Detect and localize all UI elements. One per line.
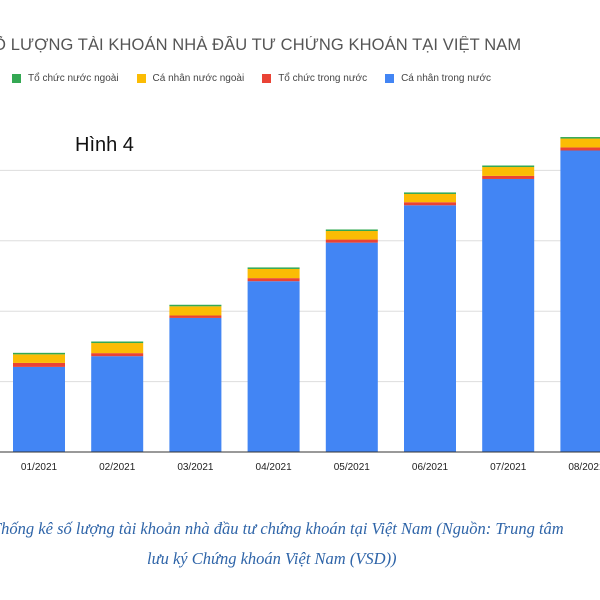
x-tick-label: 02/2021 [99, 462, 136, 473]
bar-to-chuc-trong-nuoc-03-2021 [169, 315, 222, 318]
chart-legend: Tổ chức nước ngoài Cá nhân nước ngoài Tổ c… [12, 73, 600, 91]
bar-ca-nhan-trong-nuoc-06-2021 [404, 205, 456, 452]
bar-ca-nhan-nuoc-ngoai-04-2021 [247, 268, 300, 279]
legend-label: Cá nhân nước ngoài [152, 73, 245, 84]
x-tick-label: 06/2021 [412, 462, 449, 473]
bar-ca-nhan-nuoc-ngoai-03-2021 [169, 306, 222, 316]
legend-label: Tổ chức trong nước [278, 73, 368, 84]
bar-ca-nhan-trong-nuoc-07-2021 [482, 178, 535, 452]
bar-ca-nhan-nuoc-ngoai-01-2021 [13, 354, 65, 363]
x-tick-label: 04/2021 [256, 462, 293, 473]
figure-annotation: Hình 4 [75, 134, 134, 156]
bar-to-chuc-nuoc-ngoai-01-2021 [13, 352, 65, 355]
figure-caption: Thống kê số lượng tài khoản nhà đầu tư c… [0, 514, 600, 574]
bar-ca-nhan-nuoc-ngoai-07-2021 [482, 167, 535, 176]
legend-swatch [262, 74, 272, 83]
bar-ca-nhan-trong-nuoc-04-2021 [247, 281, 300, 452]
bar-to-chuc-nuoc-ngoai-07-2021 [482, 165, 535, 168]
bar-to-chuc-trong-nuoc-02-2021 [91, 353, 144, 357]
legend-item-ca-nhan-trong-nuoc: Cá nhân trong nước [385, 73, 491, 84]
x-tick-label: 03/2021 [177, 462, 214, 473]
x-axis-ticks: 01/2021 02/2021 03/2021 04/2021 05/2021 06/20… [21, 462, 600, 473]
bar-to-chuc-trong-nuoc-06-2021 [404, 202, 456, 206]
bar-to-chuc-nuoc-ngoai-08-2021 [560, 137, 600, 139]
caption-line-2: lưu ký Chứng khoán Việt Nam (VSD)) [147, 549, 397, 568]
chart-title: SỐ LƯỢNG TÀI KHOẢN NHÀ ĐẦU TƯ CHỨNG KHOÁ… [0, 36, 522, 54]
legend-swatch [12, 74, 21, 83]
bar-to-chuc-nuoc-ngoai-03-2021 [169, 304, 222, 307]
x-tick-label: 05/2021 [334, 462, 371, 473]
legend-swatch [136, 74, 146, 83]
legend-label: Cá nhân trong nước [401, 73, 492, 84]
legend-swatch [385, 74, 395, 83]
bar-to-chuc-nuoc-ngoai-05-2021 [325, 229, 378, 232]
bar-to-chuc-trong-nuoc-07-2021 [482, 175, 535, 179]
bar-ca-nhan-nuoc-ngoai-02-2021 [91, 343, 144, 354]
caption-line-1: Thống kê số lượng tài khoản nhà đầu tư c… [0, 519, 564, 538]
bar-ca-nhan-trong-nuoc-08-2021 [560, 150, 600, 453]
bar-ca-nhan-nuoc-ngoai-05-2021 [325, 231, 378, 240]
bar-ca-nhan-nuoc-ngoai-06-2021 [404, 193, 456, 203]
bar-to-chuc-trong-nuoc-01-2021 [13, 362, 65, 367]
bar-to-chuc-trong-nuoc-08-2021 [560, 147, 600, 151]
bar-to-chuc-nuoc-ngoai-06-2021 [404, 192, 456, 194]
bar-to-chuc-nuoc-ngoai-04-2021 [247, 267, 300, 269]
legend-item-to-chuc-nuoc-ngoai: Tổ chức nước ngoài [12, 73, 119, 84]
bar-to-chuc-trong-nuoc-04-2021 [247, 278, 300, 282]
bars [13, 137, 600, 453]
bar-ca-nhan-trong-nuoc-02-2021 [91, 356, 144, 452]
x-tick-label: 01/2021 [21, 462, 58, 473]
bar-ca-nhan-trong-nuoc-01-2021 [13, 366, 65, 452]
x-tick-label: 08/2021 [568, 462, 600, 473]
bar-to-chuc-nuoc-ngoai-02-2021 [91, 341, 144, 344]
legend-label: Tổ chức nước ngoài [28, 73, 119, 84]
x-tick-label: 07/2021 [490, 462, 527, 473]
legend-item-ca-nhan-nuoc-ngoai: Cá nhân nước ngoài [136, 73, 245, 84]
bar-ca-nhan-nuoc-ngoai-08-2021 [560, 138, 600, 148]
bar-ca-nhan-trong-nuoc-03-2021 [169, 317, 222, 452]
legend-item-to-chuc-trong-nuoc: Tổ chức trong nước [262, 73, 367, 84]
bar-to-chuc-trong-nuoc-05-2021 [325, 239, 378, 243]
bar-ca-nhan-trong-nuoc-05-2021 [325, 242, 378, 452]
